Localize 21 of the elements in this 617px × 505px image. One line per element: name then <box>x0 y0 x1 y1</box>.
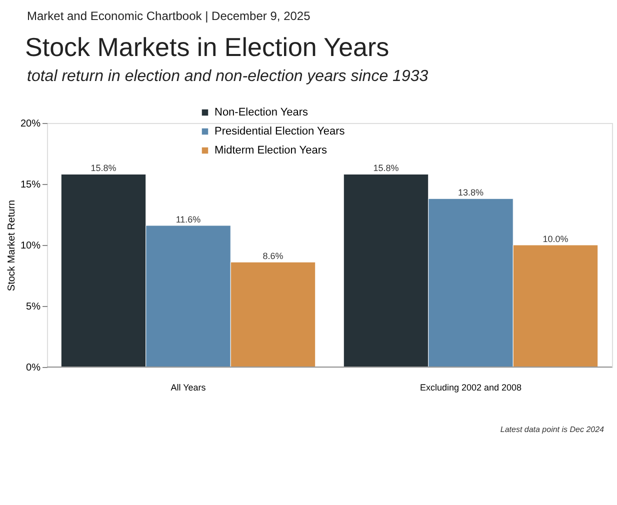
data-label: 10.0% <box>542 234 568 244</box>
text: Latest data point is Dec 2024 <box>500 425 605 434</box>
y-tick-label: 0% <box>26 362 41 374</box>
x-tick-label: All Years <box>170 382 206 392</box>
data-label: 11.6% <box>176 214 201 224</box>
data-label: 8.6% <box>262 251 284 262</box>
data-label: 13.8% <box>458 188 484 198</box>
y-axis-title: Stock Market Return <box>6 200 18 292</box>
legend-label: Midterm Election Years <box>214 144 328 156</box>
chart-title: Stock Markets in Election Years <box>25 32 390 62</box>
chart-subtitle: total return in election and non-election years since 1933 <box>27 68 428 85</box>
data-label: 15.8% <box>90 163 116 174</box>
y-tick-label: 5% <box>26 302 41 312</box>
y-tick-label: 20% <box>20 118 41 130</box>
text: Market and Economic Chartbook | December 9, 2025 <box>27 9 311 23</box>
y-tick-label: 15% <box>20 180 41 190</box>
data-label: 15.8% <box>373 163 399 174</box>
y-tick-label: 10% <box>20 240 41 252</box>
x-tick-label: Excluding 2002 and 2008 <box>420 382 522 392</box>
legend-label: Presidential Election Years <box>214 126 346 138</box>
legend-label: Non-Election Years <box>214 106 309 118</box>
